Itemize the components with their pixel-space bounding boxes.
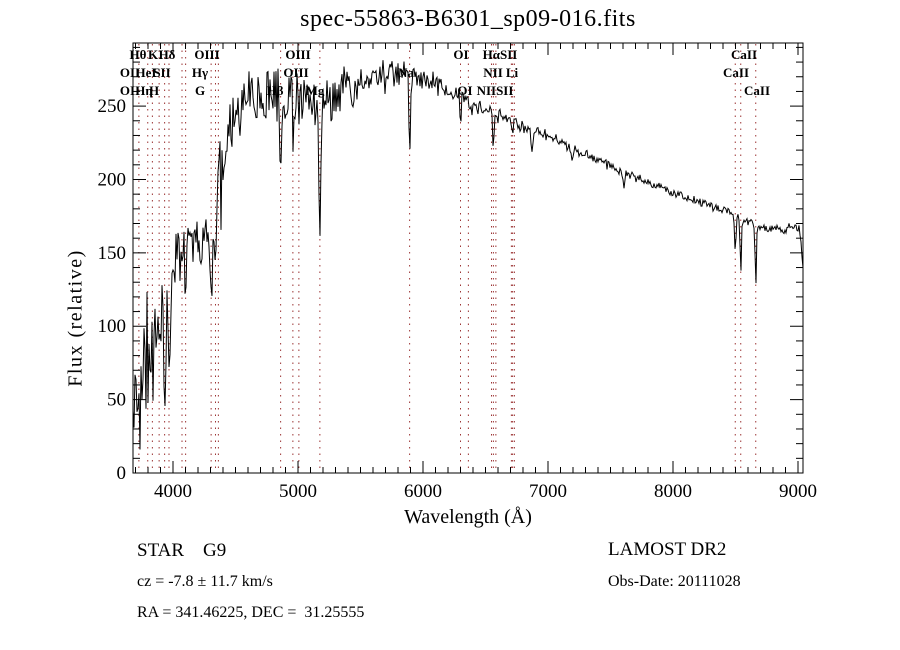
y-axis-title: Flux (relative) bbox=[64, 249, 87, 387]
x-tick-label: 8000 bbox=[654, 481, 692, 502]
ra-dec-value: RA = 341.46225, DEC = 31.25555 bbox=[137, 604, 365, 621]
spectrum-trace bbox=[132, 60, 804, 450]
y-tick-label: 50 bbox=[107, 390, 126, 411]
survey-label: LAMOST DR2 bbox=[608, 539, 727, 560]
object-class-label: STAR G9 bbox=[137, 540, 227, 561]
y-tick-label: 0 bbox=[117, 463, 127, 484]
plot-frame bbox=[132, 42, 804, 474]
x-tick-label: 5000 bbox=[279, 481, 317, 502]
x-tick-label: 6000 bbox=[404, 481, 442, 502]
y-tick-label: 150 bbox=[98, 243, 127, 264]
x-tick-label: 4000 bbox=[154, 481, 192, 502]
y-tick-label: 250 bbox=[98, 96, 127, 117]
obs-date-value: Obs-Date: 20111028 bbox=[608, 573, 741, 590]
plot-title: spec-55863-B6301_sp09-016.fits bbox=[300, 6, 636, 32]
x-tick-label: 7000 bbox=[529, 481, 567, 502]
y-tick-label: 200 bbox=[98, 169, 127, 190]
y-tick-label: 100 bbox=[98, 316, 127, 337]
x-axis-title: Wavelength (Å) bbox=[404, 506, 532, 528]
cz-value: cz = -7.8 ± 11.7 km/s bbox=[137, 573, 273, 590]
x-tick-label: 9000 bbox=[779, 481, 817, 502]
